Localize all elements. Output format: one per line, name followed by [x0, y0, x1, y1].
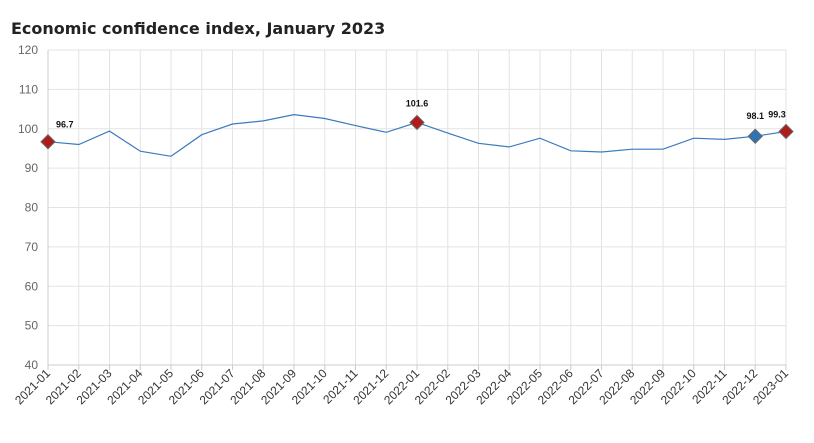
data-label: 101.6	[406, 98, 429, 108]
data-label: 99.3	[768, 110, 786, 120]
y-tick-label: 120	[18, 43, 38, 57]
data-point-marker	[778, 123, 794, 140]
y-tick-label: 50	[25, 319, 39, 333]
y-tick-label: 100	[18, 122, 38, 136]
y-tick-label: 40	[25, 358, 39, 372]
y-tick-label: 90	[25, 161, 39, 175]
chart-title: Economic confidence index, January 2023	[11, 19, 386, 38]
y-tick-label: 70	[25, 240, 39, 254]
data-point-marker	[40, 134, 56, 150]
y-tick-label: 110	[19, 82, 38, 96]
data-label: 96.7	[56, 120, 74, 130]
y-tick-label: 60	[25, 279, 39, 293]
data-label: 98.1	[746, 111, 764, 121]
data-point-marker	[747, 128, 763, 144]
y-tick-label: 80	[25, 201, 39, 215]
data-point-marker	[409, 114, 425, 131]
